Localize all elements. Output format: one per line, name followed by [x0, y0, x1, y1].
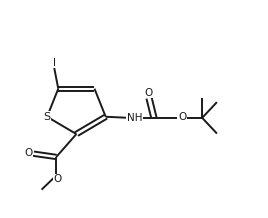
Text: O: O [54, 174, 62, 184]
Text: O: O [144, 88, 153, 98]
Text: O: O [178, 112, 186, 122]
Text: S: S [43, 112, 51, 122]
Text: I: I [53, 58, 56, 68]
Text: O: O [25, 148, 33, 158]
Text: NH: NH [126, 113, 142, 123]
